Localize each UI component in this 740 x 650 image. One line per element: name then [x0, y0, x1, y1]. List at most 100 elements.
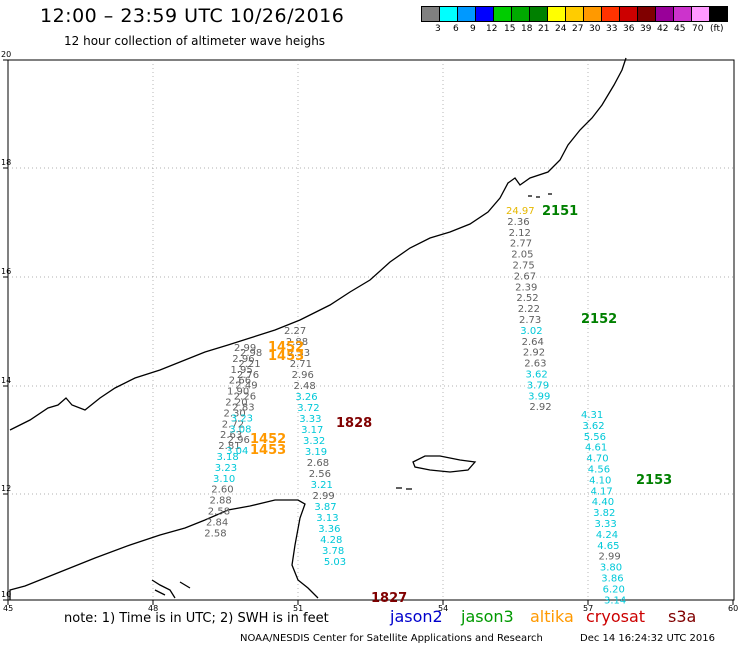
- color-scale-label: 27: [572, 24, 584, 34]
- latitude-label: 16: [1, 267, 11, 276]
- wave-height-reading: 3.21: [311, 480, 333, 491]
- wave-height-reading: 2.56: [309, 469, 331, 480]
- pass-label: 1452: [250, 432, 286, 447]
- color-scale-label: 15: [504, 24, 516, 34]
- wave-height-reading: 2.26: [234, 392, 256, 403]
- wave-height-reading: 2.39: [515, 282, 537, 293]
- wave-height-reading: 5.03: [324, 557, 346, 568]
- latitude-label: 18: [1, 158, 11, 167]
- wave-height-reading: 6.20: [603, 584, 625, 595]
- latitude-label: 12: [1, 484, 11, 493]
- pass-label: 1827: [371, 591, 407, 606]
- longitude-label: 48: [148, 604, 158, 613]
- wave-height-reading: 5.56: [584, 432, 606, 443]
- wave-height-reading: 2.99: [599, 552, 621, 563]
- map-title: 12:00 – 23:59 UTC 10/26/2016: [40, 5, 345, 27]
- color-scale-label: 45: [674, 24, 686, 34]
- wave-height-reading: 2.58: [204, 528, 226, 539]
- wave-height-reading: 2.72: [222, 419, 244, 430]
- wave-height-reading: 3.82: [593, 508, 615, 519]
- wave-height-reading: 2.99: [234, 343, 256, 354]
- legend-jason3: jason3: [461, 607, 514, 626]
- legend-s3a: s3a: [668, 607, 697, 626]
- color-scale-label: (ft): [710, 24, 724, 34]
- longitude-label: 51: [293, 604, 303, 613]
- wave-height-reading: 2.63: [220, 430, 242, 441]
- wave-height-reading: 3.19: [305, 447, 327, 458]
- wave-height-reading: 4.31: [581, 410, 603, 421]
- color-scale-label: 30: [589, 24, 601, 34]
- wave-height-reading: 3.99: [528, 391, 550, 402]
- wave-height-reading: 3.17: [301, 425, 323, 436]
- wave-height-reading: 2.52: [516, 293, 538, 304]
- wave-height-reading: 3.08: [229, 424, 251, 435]
- units-note: note: 1) Time is in UTC; 2) SWH is in fe…: [64, 611, 329, 626]
- wave-height-reading: 2.83: [232, 403, 254, 414]
- wave-height-reading: 3.10: [213, 474, 235, 485]
- wave-height-reading: 2.30: [224, 408, 246, 419]
- generation-date: Dec 14 16:24:32 UTC 2016: [580, 633, 715, 644]
- wave-height-reading: 3.62: [526, 370, 548, 381]
- color-scale-label: 6: [453, 24, 459, 34]
- wave-height-reading: 4.56: [588, 465, 610, 476]
- pass-label: 1452: [268, 340, 304, 355]
- wave-height-reading: 3.62: [582, 421, 604, 432]
- wave-height-reading: 4.24: [596, 530, 618, 541]
- latitude-label: 20: [1, 50, 11, 59]
- wave-height-reading: 2.22: [518, 304, 540, 315]
- wave-height-reading: 2.77: [510, 239, 532, 250]
- wave-height-reading: 1.95: [231, 365, 253, 376]
- wave-height-reading: 2.88: [210, 496, 232, 507]
- wave-height-reading: 2.99: [313, 491, 335, 502]
- wave-height-reading: 1.90: [227, 387, 249, 398]
- wave-height-reading: 2.48: [294, 381, 316, 392]
- longitude-label: 54: [438, 604, 448, 613]
- wave-height-reading: 2.84: [206, 517, 228, 528]
- wave-height-reading: 3.33: [299, 414, 321, 425]
- coastline: [9, 57, 627, 600]
- wave-height-reading: 4.40: [592, 497, 614, 508]
- color-scale-label: 42: [657, 24, 669, 34]
- wave-height-reading: 3.33: [595, 519, 617, 530]
- color-scale-label: 18: [521, 24, 533, 34]
- wave-height-reading: 4.70: [586, 454, 608, 465]
- legend-cryosat: cryosat: [586, 607, 646, 626]
- wave-height-reading: 2.58: [208, 507, 230, 518]
- wave-height-reading: 3.32: [303, 436, 325, 447]
- wave-height-reading: 3.13: [316, 513, 338, 524]
- wave-height-reading: 2.64: [522, 337, 544, 348]
- pass-label: 2153: [636, 473, 672, 488]
- wave-height-reading: 3.36: [318, 524, 340, 535]
- wave-height-reading: 24.97: [506, 206, 535, 217]
- wave-height-reading: 2.81: [218, 441, 240, 452]
- color-scale-label: 70: [692, 24, 704, 34]
- wave-height-reading: 3.23: [231, 413, 253, 424]
- wave-height-reading: 2.63: [524, 359, 546, 370]
- color-scale-label: 21: [538, 24, 550, 34]
- wave-height-reading: 2.71: [290, 359, 312, 370]
- wave-height-reading: 2.36: [507, 217, 529, 228]
- wave-height-reading: 2.96: [228, 435, 250, 446]
- wave-height-reading: 3.86: [601, 574, 623, 585]
- wave-height-reading: 2.27: [284, 326, 306, 337]
- map-frame: [3, 59, 735, 605]
- wave-height-reading: 2.21: [238, 359, 260, 370]
- legend-altika: altika: [530, 607, 574, 626]
- map-subtitle: 12 hour collection of altimeter wave hei…: [64, 34, 326, 48]
- color-scale-label: 36: [623, 24, 635, 34]
- wave-height-reading: 2.76: [237, 370, 259, 381]
- wave-height-reading: 3.18: [217, 452, 239, 463]
- wave-height-reading: 2.12: [509, 228, 531, 239]
- longitude-label: 60: [728, 604, 738, 613]
- wave-height-reading: 3.87: [314, 502, 336, 513]
- pass-label: 2151: [542, 204, 578, 219]
- wave-height-reading: 4.28: [320, 535, 342, 546]
- wave-height-reading: 3.14: [604, 595, 626, 606]
- wave-height-reading: 3.78: [322, 546, 344, 557]
- wave-height-reading: 3.02: [520, 326, 542, 337]
- wave-height-reading: 4.61: [585, 443, 607, 454]
- credit-text: NOAA/NESDIS Center for Satellite Applica…: [240, 633, 543, 644]
- color-scale-label: 24: [555, 24, 567, 34]
- wave-height-reading: 2.88: [286, 337, 308, 348]
